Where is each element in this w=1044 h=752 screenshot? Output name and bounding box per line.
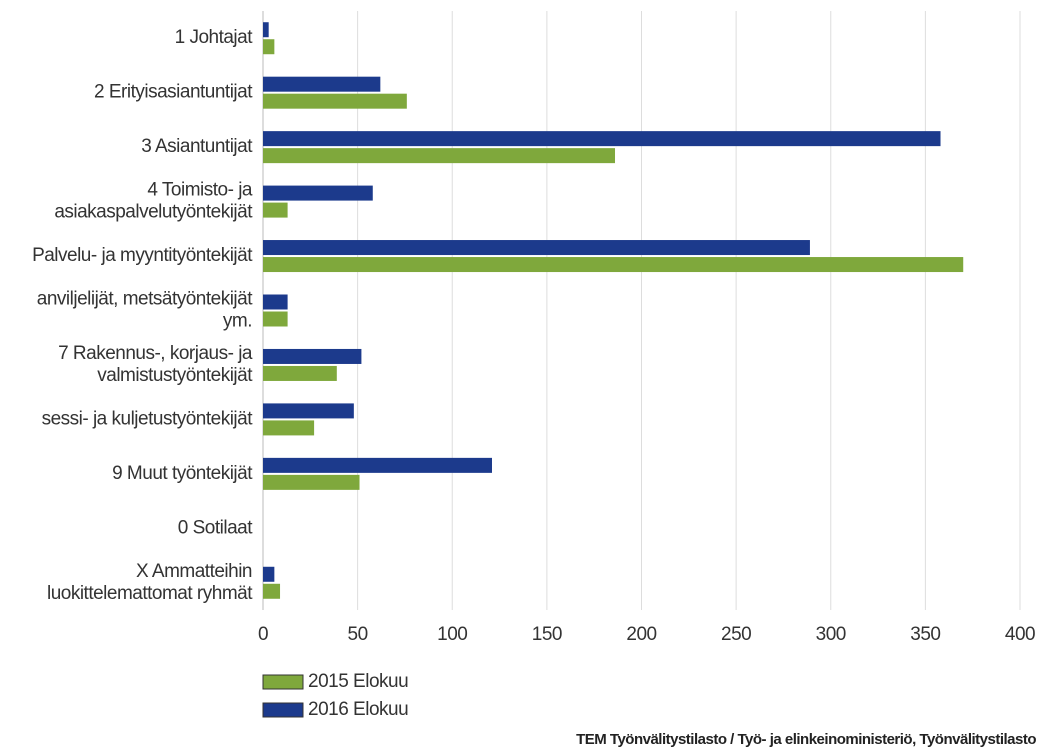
x-tick-label: 0 <box>258 624 268 645</box>
bar <box>263 148 616 164</box>
x-tick-label: 150 <box>532 624 562 645</box>
x-tick-label: 250 <box>721 624 751 645</box>
legend-label: 2016 Elokuu <box>308 699 408 720</box>
bar <box>263 457 492 473</box>
x-tick-label: 350 <box>910 624 940 645</box>
label-line: 4 Toimisto- ja <box>147 180 253 201</box>
label-line: 1 Johtajat <box>175 27 254 48</box>
x-tick-label: 400 <box>1005 624 1035 645</box>
x-tick-label: 200 <box>626 624 656 645</box>
label-line: asiakaspalvelutyöntekijät <box>54 202 253 223</box>
bar <box>263 311 288 327</box>
bar <box>263 93 407 109</box>
y-tick-label: Palvelu- ja myyntityöntekijät <box>32 245 253 266</box>
y-tick-label: anviljelijät, metsätyöntekijät ym. <box>37 289 253 332</box>
label-line: X Ammatteihin <box>136 561 252 582</box>
bar <box>263 202 288 218</box>
y-tick-label: X Ammatteihin luokittelemattomat ryhmät <box>47 561 253 604</box>
legend-swatch <box>262 674 304 690</box>
legend-label: 2015 Elokuu <box>308 671 408 692</box>
legend-swatch <box>262 702 304 718</box>
x-tick-label: 50 <box>348 624 368 645</box>
y-tick-label: 3 Asiantuntijat <box>141 136 253 157</box>
bar <box>263 566 275 582</box>
label-line: 3 Asiantuntijat <box>141 136 253 157</box>
bar <box>263 240 810 256</box>
y-tick-label: 2 Erityisasiantuntijat <box>94 82 253 103</box>
bar <box>263 348 362 364</box>
bar <box>263 39 275 55</box>
label-line: valmistustyöntekijät <box>97 365 253 386</box>
bar <box>263 420 315 436</box>
x-tick-label: 300 <box>816 624 846 645</box>
bar <box>263 257 964 273</box>
bar <box>263 403 354 419</box>
label-line: luokittelemattomat ryhmät <box>47 583 253 604</box>
label-line: 2 Erityisasiantuntijat <box>94 82 253 103</box>
bar <box>263 185 373 201</box>
bar <box>263 22 269 38</box>
label-line: Palvelu- ja myyntityöntekijät <box>32 245 253 266</box>
y-tick-label: sessi- ja kuljetustyöntekijät <box>42 408 254 429</box>
label-line: 7 Rakennus-, korjaus- ja <box>58 343 253 364</box>
bar <box>263 76 381 92</box>
bar <box>263 294 288 310</box>
bar <box>263 474 360 490</box>
bar <box>263 583 281 599</box>
source-note: TEM Työnvälitystilasto / Työ- ja elinkei… <box>576 731 1036 748</box>
y-tick-label: 9 Muut työntekijät <box>112 463 253 484</box>
y-tick-label: 1 Johtajat <box>175 27 254 48</box>
label-line: ym. <box>223 311 252 332</box>
label-line: 0 Sotilaat <box>178 517 253 538</box>
y-tick-label: 7 Rakennus-, korjaus- ja valmistustyöntek… <box>58 343 253 386</box>
label-line: sessi- ja kuljetustyöntekijät <box>42 408 254 429</box>
label-line: 9 Muut työntekijät <box>112 463 253 484</box>
x-tick-label: 100 <box>437 624 467 645</box>
bar <box>263 365 337 381</box>
y-tick-label: 0 Sotilaat <box>178 517 253 538</box>
y-tick-label: 4 Toimisto- ja asiakaspalvelutyöntekijät <box>54 180 253 223</box>
label-line: anviljelijät, metsätyöntekijät <box>37 289 253 310</box>
bar <box>263 131 941 147</box>
